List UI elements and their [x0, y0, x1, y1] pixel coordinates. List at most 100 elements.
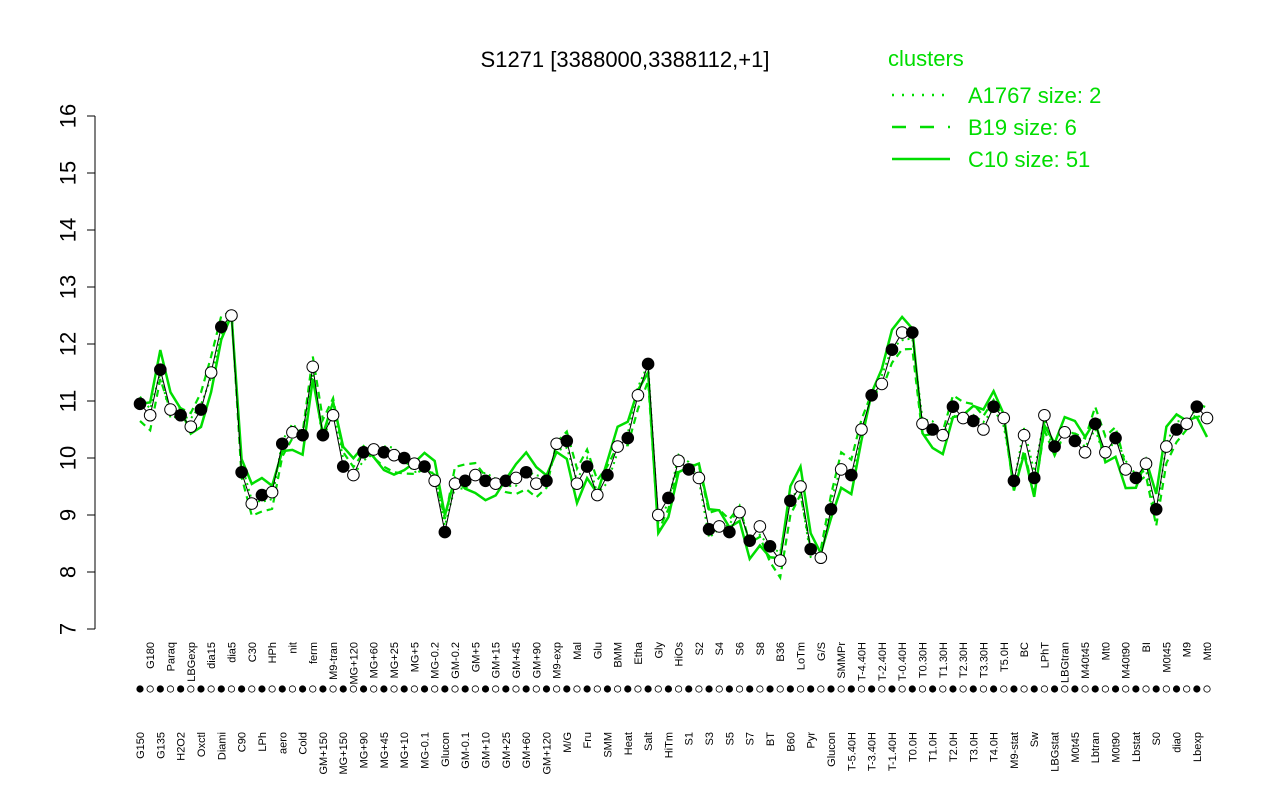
y-tick-label: 16: [56, 104, 81, 128]
y-tick-label: 7: [56, 623, 81, 635]
data-point: [621, 431, 635, 445]
x-marker: [807, 685, 815, 693]
data-point: [662, 491, 675, 505]
data-point: [458, 474, 472, 488]
data-point: [245, 497, 259, 510]
data-point: [143, 408, 157, 422]
x-marker: [1172, 685, 1181, 693]
x-marker: [796, 685, 805, 693]
data-point: [225, 309, 238, 322]
x-tick-label: Glucon: [826, 732, 838, 767]
x-marker: [624, 685, 632, 693]
x-tick-label: dia0: [1172, 732, 1184, 753]
x-tick-label: G180: [145, 642, 157, 669]
x-tick-label: S2: [694, 642, 706, 655]
x-marker: [217, 685, 225, 693]
y-tick-label: 10: [56, 446, 81, 470]
x-tick-label: LPh: [257, 732, 269, 752]
x-tick-label: GM+45: [511, 642, 523, 678]
x-marker: [786, 685, 794, 693]
data-point: [875, 377, 889, 391]
data-point: [540, 474, 553, 488]
x-marker: [359, 685, 368, 693]
data-point: [753, 520, 767, 533]
x-tick-label: T-0.40H: [897, 642, 909, 681]
x-tick-label: M/G: [562, 732, 574, 753]
x-marker: [979, 685, 988, 693]
x-tick-label: BMM: [613, 642, 625, 668]
x-tick-label: Lbtran: [1090, 732, 1102, 763]
data-point: [804, 542, 817, 556]
x-tick-label: Mt0: [1202, 642, 1214, 660]
x-tick-label: M0t45: [1161, 642, 1173, 673]
x-marker: [177, 685, 185, 693]
data-point: [1160, 440, 1173, 453]
x-marker: [827, 685, 835, 693]
x-tick-label: Glucon: [440, 732, 452, 767]
x-marker: [603, 685, 612, 693]
data-point: [641, 357, 655, 371]
x-tick-label: T-1.40H: [887, 732, 899, 771]
x-tick-label: GM+25: [501, 732, 513, 768]
chart-title: S1271 [3388000,3388112,+1]: [481, 47, 770, 72]
x-tick-label: S7: [745, 732, 757, 745]
x-tick-label: S6: [735, 642, 747, 655]
x-marker: [847, 685, 855, 693]
x-tick-label: Salt: [643, 732, 655, 751]
data-point: [946, 400, 960, 414]
data-point: [1048, 440, 1061, 453]
x-tick-label: M9-tran: [328, 642, 340, 680]
x-marker: [441, 685, 449, 693]
x-tick-label: aero: [277, 732, 289, 754]
x-marker: [878, 685, 886, 693]
x-marker: [1111, 685, 1120, 693]
x-tick-label: Lbexp: [1192, 732, 1204, 762]
x-tick-label: GM-0.2: [450, 642, 462, 679]
x-tick-label: T5.0H: [999, 642, 1011, 672]
x-marker: [664, 685, 673, 693]
data-point: [194, 403, 208, 416]
x-marker: [1020, 685, 1028, 693]
x-tick-label: M9-exp: [552, 642, 564, 679]
x-tick-label: Mt0: [1100, 642, 1112, 660]
x-marker: [1071, 685, 1079, 693]
legend-label: C10 size: 51: [968, 147, 1090, 172]
x-tick-label: S0: [1151, 732, 1163, 745]
x-tick-label: S1: [684, 732, 696, 745]
x-marker: [1183, 685, 1191, 693]
data-point: [1170, 423, 1183, 436]
data-point: [418, 460, 431, 473]
x-tick-label: M40t45: [1080, 642, 1092, 679]
x-tick-label: M0t45: [1070, 732, 1082, 763]
x-marker: [868, 685, 876, 693]
x-marker: [400, 685, 408, 693]
data-point: [916, 417, 929, 431]
x-marker: [197, 685, 205, 693]
x-tick-label: GM+150: [318, 732, 330, 775]
data-point: [1109, 431, 1122, 445]
x-tick-label: MG+5: [409, 642, 421, 672]
x-marker: [522, 685, 530, 693]
x-tick-label: Heat: [623, 732, 635, 755]
data-point: [601, 468, 614, 482]
data-point: [1078, 446, 1092, 459]
x-marker: [888, 685, 896, 693]
y-tick-label: 9: [56, 509, 81, 521]
x-marker: [908, 685, 916, 693]
x-marker: [959, 685, 967, 693]
x-marker: [918, 685, 927, 693]
x-tick-label: nit: [287, 642, 299, 654]
x-tick-label: S8: [755, 642, 767, 655]
data-point: [672, 454, 685, 468]
data-point: [265, 485, 279, 499]
data-point: [692, 471, 706, 485]
data-point: [336, 460, 350, 473]
data-point: [1200, 411, 1214, 425]
data-point: [611, 440, 624, 453]
x-tick-label: Pyr: [806, 732, 818, 749]
x-marker: [339, 685, 347, 693]
legend-label: B19 size: 6: [968, 115, 1077, 140]
data-point: [794, 480, 807, 493]
data-point: [824, 503, 838, 516]
x-marker: [553, 685, 561, 693]
